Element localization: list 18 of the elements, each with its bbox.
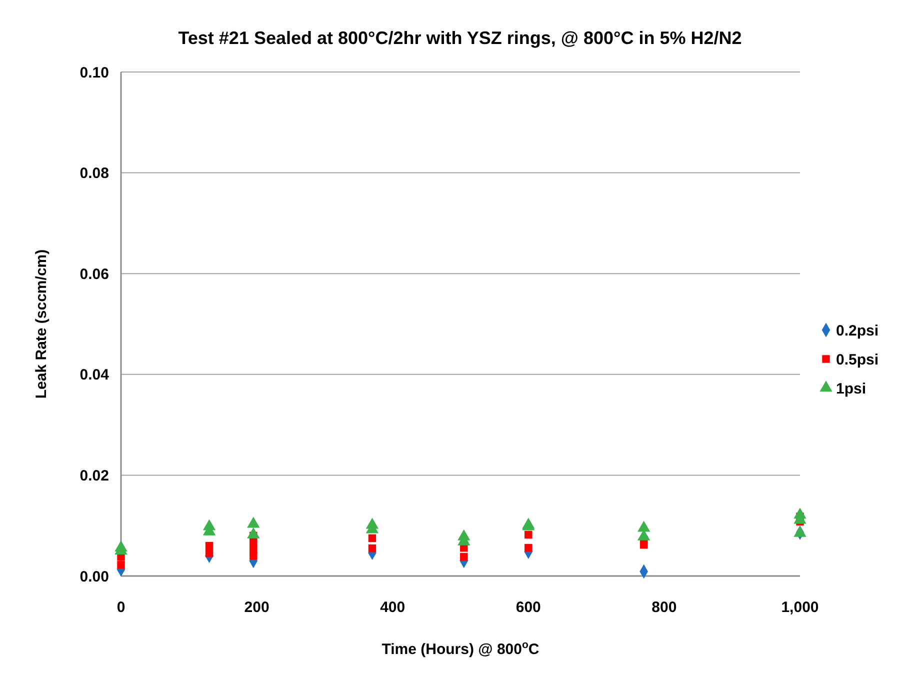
- x-tick-label: 1,000: [781, 599, 819, 616]
- legend-label: 1psi: [836, 380, 866, 398]
- x-tick-label: 800: [652, 599, 677, 616]
- y-tick-label: 0.00: [80, 568, 109, 586]
- y-tick-label: 0.08: [80, 165, 109, 182]
- x-tick-label: 600: [516, 599, 541, 616]
- x-axis-title: Time (Hours) @ 800$^{o}$C: [382, 639, 540, 658]
- x-tick-label: 400: [380, 599, 406, 616]
- y-tick-label: 0.06: [80, 266, 109, 283]
- legend-label: 0.5psi: [836, 351, 879, 368]
- y-tick-label: 0.02: [80, 467, 109, 484]
- y-tick-label: 0.10: [80, 64, 109, 82]
- x-tick-label: 0: [116, 599, 126, 616]
- y-axis-title: Leak Rate (sccm/cm): [33, 249, 50, 399]
- legend-label: 0.2psi: [836, 322, 879, 340]
- y-tick-label: 0.04: [80, 366, 110, 384]
- x-tick-label: 200: [244, 599, 270, 616]
- chart-title: Test #21 Sealed at 800°C/2hr with YSZ rings, @ 800°C in 5% H2/N2: [178, 28, 742, 48]
